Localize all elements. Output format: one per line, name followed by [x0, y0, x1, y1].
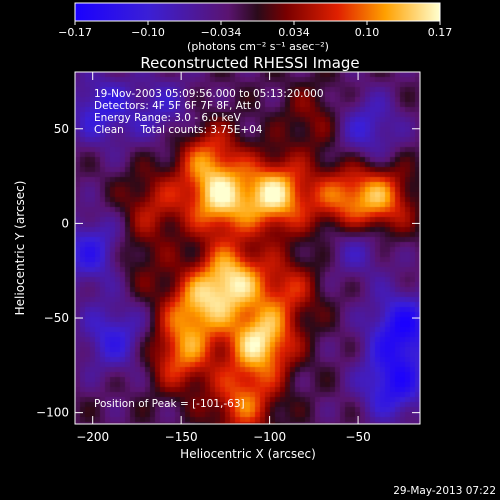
colorbar-ticks: −0.17 −0.10 −0.034 0.034 0.10 0.17 — [58, 21, 452, 39]
x-tick-label: −100 — [253, 430, 286, 444]
colorbar-tick-label: 0.10 — [355, 26, 380, 39]
x-tick-label: −200 — [76, 430, 109, 444]
colorbar-tick-label: −0.034 — [201, 26, 242, 39]
colorbar: −0.17 −0.10 −0.034 0.034 0.10 0.17 (photons c… — [58, 2, 452, 53]
colorbar-tick-label: −0.17 — [58, 26, 92, 39]
y-tick-label: −50 — [44, 311, 69, 325]
heatmap-image — [75, 72, 420, 424]
colorbar-tick-label: 0.17 — [428, 26, 453, 39]
colorbar-ramp — [74, 2, 441, 22]
y-tick-label: 50 — [54, 122, 69, 136]
annotation-detectors: Detectors: 4F 5F 6F 7F 8F, Att 0 — [94, 100, 261, 112]
annotation-clean-counts: Clean Total counts: 3.75E+04 — [94, 124, 263, 136]
y-tick-label: −100 — [36, 406, 69, 420]
y-axis-label: Heliocentric Y (arcsec) — [13, 181, 27, 316]
axis-ticks: −200 −150 −100 −50 −100 −50 0 50 — [36, 72, 420, 444]
colorbar-unit-label: (photons cm⁻² s⁻¹ asec⁻²) — [187, 40, 329, 53]
colorbar-tick-label: −0.10 — [131, 26, 165, 39]
annotation-time-range: 19-Nov-2003 05:09:56.000 to 05:13:20.000 — [94, 88, 324, 100]
chart-title: Reconstructed RHESSI Image — [140, 54, 359, 72]
plot-area: −200 −150 −100 −50 −100 −50 0 50 19-Nov-2003 05… — [36, 71, 421, 444]
peak-position-label: Position of Peak = [-101,-63] — [94, 398, 245, 410]
timestamp: 29-May-2013 07:22 — [393, 485, 496, 497]
x-axis-label: Heliocentric X (arcsec) — [180, 447, 316, 461]
plot-frame — [74, 71, 421, 425]
annotation-energy-range: Energy Range: 3.0 - 6.0 keV — [94, 112, 242, 124]
annotation-block: 19-Nov-2003 05:09:56.000 to 05:13:20.000… — [94, 88, 324, 136]
x-tick-label: −50 — [345, 430, 370, 444]
x-tick-label: −150 — [165, 430, 198, 444]
colorbar-tick-label: 0.034 — [278, 26, 310, 39]
y-tick-label: 0 — [61, 216, 69, 230]
